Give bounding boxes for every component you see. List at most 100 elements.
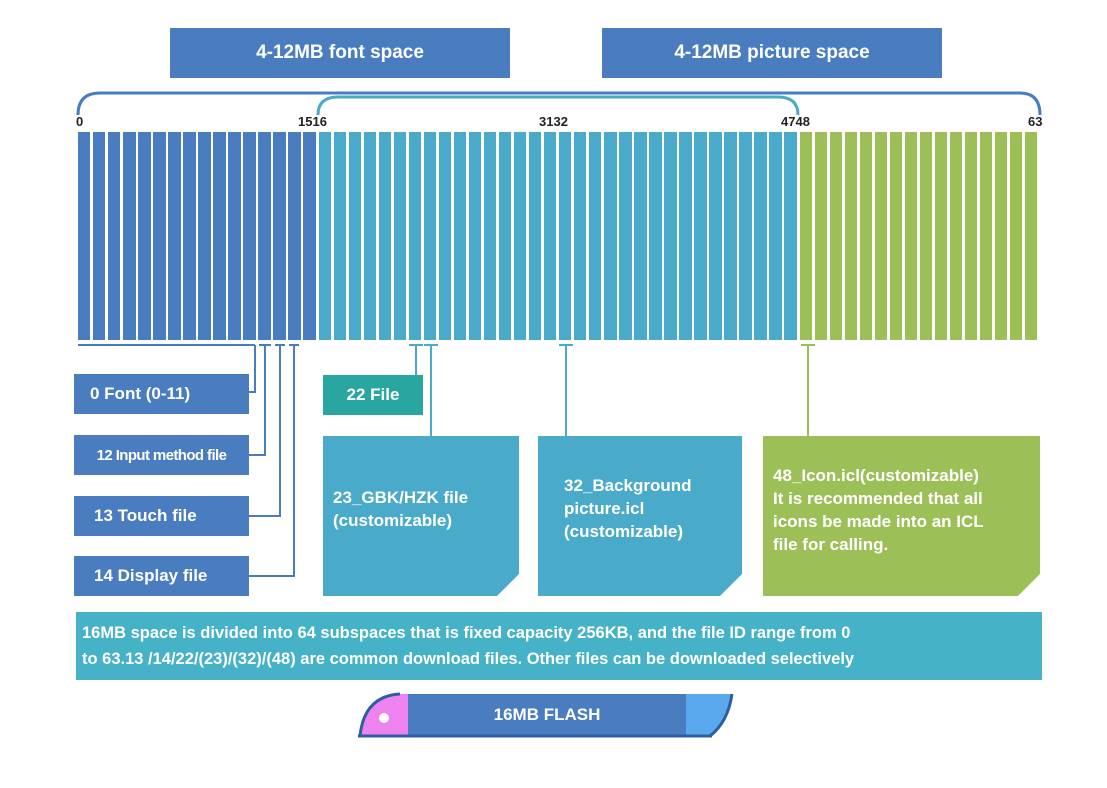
font-range-bracket — [76, 91, 1042, 116]
connector-display — [249, 345, 295, 577]
segment-24 — [438, 132, 452, 340]
segment-0 — [78, 132, 91, 340]
segment-58 — [949, 132, 963, 340]
picture-range-bracket — [316, 95, 800, 116]
flash-chip — [358, 692, 734, 738]
segment-44 — [739, 132, 752, 340]
segment-3 — [123, 132, 136, 340]
segment-10 — [228, 132, 241, 340]
page-fold-icon — [1018, 574, 1040, 596]
segment-20 — [378, 132, 392, 340]
segment-36 — [619, 132, 632, 340]
segment-19 — [363, 132, 377, 340]
segment-21 — [393, 132, 407, 340]
segment-2 — [108, 132, 121, 340]
connector-input-method — [249, 345, 266, 456]
card-gbk-line1: 23_GBK/HZK file — [333, 488, 469, 507]
segment-51 — [844, 132, 858, 340]
connector-touch — [249, 345, 281, 517]
segment-32 — [559, 132, 572, 340]
flash-chip-right-cap — [686, 694, 732, 736]
page-fold-icon — [720, 574, 742, 596]
segment-59 — [964, 132, 978, 340]
segment-55 — [904, 132, 918, 340]
segment-27 — [483, 132, 497, 340]
segment-23 — [423, 132, 437, 340]
segment-18 — [348, 132, 361, 340]
segment-29 — [513, 132, 527, 340]
connector-gbk — [424, 344, 438, 436]
segment-12 — [258, 132, 271, 340]
connector-background — [559, 344, 573, 436]
segment-35 — [604, 132, 617, 340]
segment-60 — [979, 132, 993, 340]
connector-file22 — [409, 344, 423, 375]
flash-chip-dot-icon — [379, 713, 389, 723]
segment-30 — [528, 132, 542, 340]
info-line2: to 63.13 /14/22/(23)/(32)/(48) are commo… — [82, 650, 855, 668]
tick-1516: 1516 — [298, 114, 327, 129]
segment-31 — [543, 132, 557, 340]
card-gbk-file: 23_GBK/HZK file (customizable) — [323, 436, 519, 596]
segment-22 — [408, 132, 422, 340]
flash-segment-bar — [78, 132, 1040, 340]
card-icon-line1: 48_Icon.icl(customizable) — [773, 466, 979, 485]
card-gbk-line2: (customizable) — [333, 511, 453, 530]
tick-63: 63 — [1028, 114, 1043, 129]
segment-49 — [814, 132, 827, 340]
segment-16 — [318, 132, 331, 340]
flash-chip-body — [408, 694, 686, 736]
segment-52 — [859, 132, 873, 340]
card-background-line2: picture.icl — [564, 499, 645, 518]
connector-font — [249, 345, 256, 393]
segment-14 — [288, 132, 301, 340]
segment-28 — [498, 132, 512, 340]
segment-4 — [138, 132, 151, 340]
segment-53 — [874, 132, 888, 340]
segment-13 — [273, 132, 286, 340]
label-font: 0 Font (0-11) — [74, 374, 249, 414]
segment-15 — [303, 132, 316, 340]
segment-47 — [784, 132, 797, 340]
segment-54 — [889, 132, 903, 340]
segment-48 — [799, 132, 812, 340]
segment-42 — [709, 132, 722, 340]
card-background-picture: 32_Background picture.icl (customizable) — [538, 436, 742, 596]
segment-41 — [694, 132, 707, 340]
segment-43 — [724, 132, 737, 340]
segment-6 — [168, 132, 181, 340]
segment-11 — [243, 132, 256, 340]
label-display: 14 Display file — [74, 556, 249, 596]
connector-lines — [78, 344, 815, 577]
segment-57 — [934, 132, 948, 340]
segment-61 — [994, 132, 1008, 340]
label-input-method: 12 Input method file — [74, 435, 249, 475]
picture-space-header: 4-12MB picture space — [602, 28, 942, 78]
card-icon-file: 48_Icon.icl(customizable) It is recommen… — [763, 436, 1040, 596]
segment-39 — [664, 132, 677, 340]
segment-56 — [919, 132, 933, 340]
connector-icon — [801, 344, 815, 436]
segment-46 — [769, 132, 782, 340]
segment-37 — [634, 132, 647, 340]
font-space-header: 4-12MB font space — [170, 28, 510, 78]
segment-9 — [213, 132, 226, 340]
tick-4748: 4748 — [781, 114, 810, 129]
card-background-line3: (customizable) — [564, 522, 684, 541]
info-line1: 16MB space is divided into 64 subspaces … — [82, 624, 851, 642]
segment-7 — [183, 132, 196, 340]
segment-17 — [333, 132, 346, 340]
card-icon-line2: It is recommended that all — [773, 489, 983, 508]
flash-label: 16MB FLASH — [493, 705, 601, 724]
segment-1 — [93, 132, 106, 340]
tick-3132: 3132 — [539, 114, 568, 129]
segment-5 — [153, 132, 166, 340]
segment-34 — [589, 132, 602, 340]
segment-63 — [1024, 132, 1038, 340]
segment-45 — [754, 132, 767, 340]
segment-38 — [649, 132, 662, 340]
label-file22: 22 File — [323, 375, 423, 415]
info-bar: 16MB space is divided into 64 subspaces … — [76, 612, 1042, 680]
card-icon-line3: icons be made into an ICL — [773, 512, 984, 531]
segment-33 — [574, 132, 587, 340]
